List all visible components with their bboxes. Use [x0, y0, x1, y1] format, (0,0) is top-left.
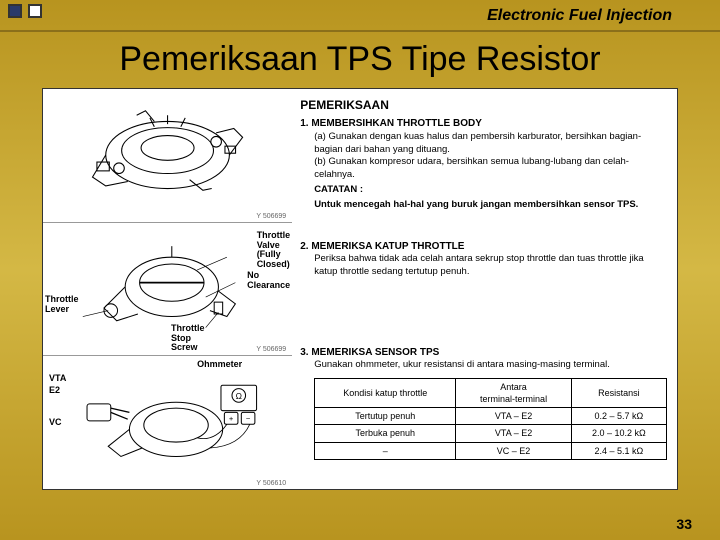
diagram-3-sensor-tps: Ω + − VTA E2 VC Ohmmeter Y 506610: [43, 356, 292, 489]
step1-b: (b) Gunakan kompresor udara, bersihkan s…: [314, 156, 667, 182]
cell: VTA – E2: [456, 425, 571, 442]
page-number: 33: [676, 516, 692, 532]
diagram-2-code: Y 506699: [256, 346, 286, 353]
diagram-1-code: Y 506699: [256, 213, 286, 220]
step1-a-text: Gunakan dengan kuas halus dan pembersih …: [314, 131, 641, 155]
step1-b-text: Gunakan kompresor udara, bersihkan semua…: [314, 156, 629, 180]
step1-title-text: MEMBERSIHKAN THROTTLE BODY: [311, 118, 482, 129]
label-throttle-stop-text: ThrottleStopScrew: [171, 323, 205, 353]
label-throttle-valve: ThrottleValve(FullyClosed): [257, 231, 291, 271]
label-ohmmeter: Ohmmeter: [197, 360, 242, 370]
th-condition: Kondisi katup throttle: [315, 379, 456, 408]
svg-text:+: +: [229, 414, 234, 423]
th-resistance: Resistansi: [571, 379, 666, 408]
content-panel: Y 506699 ThrottleLe: [42, 88, 678, 490]
svg-text:Ω: Ω: [236, 391, 242, 401]
cell: –: [315, 442, 456, 459]
table-row: Terbuka penuh VTA – E2 2.0 – 10.2 kΩ: [315, 425, 667, 442]
cell: VTA – E2: [456, 408, 571, 425]
page-title: Pemeriksaan TPS Tipe Resistor: [0, 40, 720, 79]
step2-text: Periksa bahwa tidak ada celah antara sek…: [314, 253, 667, 279]
main-heading: PEMERIKSAAN: [300, 97, 667, 113]
resistance-table: Kondisi katup throttle Antaraterminal-te…: [314, 378, 667, 460]
step3-num: 3.: [300, 347, 308, 358]
cell: Terbuka penuh: [315, 425, 456, 442]
step1-b-label: (b): [314, 156, 326, 167]
step3-title: 3. MEMERIKSA SENSOR TPS: [300, 346, 667, 360]
label-throttle-valve-text: ThrottleValve(FullyClosed): [257, 230, 291, 270]
diagram-3-code: Y 506610: [256, 480, 286, 487]
table-row: – VC – E2 2.4 – 5.1 kΩ: [315, 442, 667, 459]
step1-title: 1. MEMBERSIHKAN THROTTLE BODY: [300, 117, 667, 131]
cell: 2.0 – 10.2 kΩ: [571, 425, 666, 442]
label-throttle-stop: ThrottleStopScrew: [171, 324, 205, 354]
label-no-clearance-text: NoClearance: [247, 270, 290, 290]
header-divider: [0, 30, 720, 32]
label-vc: VC: [49, 418, 62, 428]
label-vta: VTA: [49, 374, 66, 384]
table-row: Tertutup penuh VTA – E2 0.2 – 5.7 kΩ: [315, 408, 667, 425]
tps-sensor-drawing: Ω + −: [53, 370, 282, 476]
step1-num: 1.: [300, 118, 308, 129]
cell: VC – E2: [456, 442, 571, 459]
cell: Tertutup penuh: [315, 408, 456, 425]
step1-a-label: (a): [314, 131, 326, 142]
instructions-column: PEMERIKSAAN 1. MEMBERSIHKAN THROTTLE BOD…: [292, 89, 677, 489]
step3-text: Gunakan ohmmeter, ukur resistansi di ant…: [314, 359, 667, 372]
step1-note-label: CATATAN :: [314, 184, 667, 197]
header-text: Electronic Fuel Injection: [0, 0, 720, 32]
step2-title: 2. MEMERIKSA KATUP THROTTLE: [300, 240, 667, 254]
label-throttle-lever-text: ThrottleLever: [45, 294, 79, 314]
step1-note-text: Untuk mencegah hal-hal yang buruk jangan…: [314, 199, 667, 212]
label-throttle-lever: ThrottleLever: [45, 295, 79, 315]
diagram-1-throttle-body: Y 506699: [43, 89, 292, 223]
step1-a: (a) Gunakan dengan kuas halus dan pember…: [314, 131, 667, 157]
throttle-body-drawing: [53, 102, 282, 208]
step2-num: 2.: [300, 241, 308, 252]
step2-title-text: MEMERIKSA KATUP THROTTLE: [311, 241, 464, 252]
th-terminals: Antaraterminal-terminal: [456, 379, 571, 408]
label-no-clearance: NoClearance: [247, 271, 290, 291]
diagram-2-valve-closed: ThrottleLever ThrottleValve(FullyClosed)…: [43, 223, 292, 357]
step3-title-text: MEMERIKSA SENSOR TPS: [311, 347, 439, 358]
cell: 0.2 – 5.7 kΩ: [571, 408, 666, 425]
cell: 2.4 – 5.1 kΩ: [571, 442, 666, 459]
label-e2: E2: [49, 386, 60, 396]
svg-text:−: −: [246, 414, 251, 423]
diagram-column: Y 506699 ThrottleLe: [43, 89, 292, 489]
